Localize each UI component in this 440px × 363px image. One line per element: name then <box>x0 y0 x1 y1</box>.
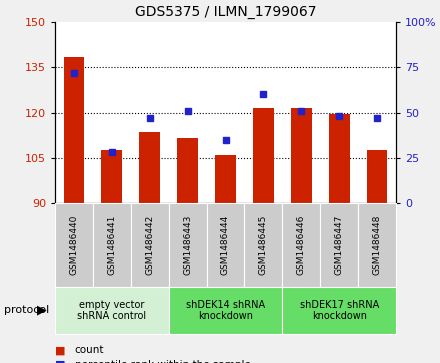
Text: count: count <box>75 345 104 355</box>
Text: shDEK14 shRNA
knockdown: shDEK14 shRNA knockdown <box>186 299 265 321</box>
Text: ■: ■ <box>55 345 66 355</box>
Bar <box>177 138 198 203</box>
Text: GSM1486447: GSM1486447 <box>335 215 344 275</box>
Text: ■: ■ <box>55 360 66 363</box>
Text: GSM1486446: GSM1486446 <box>297 215 306 275</box>
Bar <box>63 57 84 203</box>
Bar <box>329 114 350 203</box>
Bar <box>215 155 236 203</box>
Bar <box>101 150 122 203</box>
Text: GSM1486441: GSM1486441 <box>107 215 116 275</box>
Bar <box>139 132 160 203</box>
Title: GDS5375 / ILMN_1799067: GDS5375 / ILMN_1799067 <box>135 5 316 19</box>
Bar <box>253 108 274 203</box>
Text: empty vector
shRNA control: empty vector shRNA control <box>77 299 147 321</box>
Text: GSM1486444: GSM1486444 <box>221 215 230 275</box>
Text: GSM1486448: GSM1486448 <box>373 215 381 275</box>
Bar <box>367 150 388 203</box>
Text: percentile rank within the sample: percentile rank within the sample <box>75 360 251 363</box>
Text: ▶: ▶ <box>37 304 47 317</box>
Text: GSM1486440: GSM1486440 <box>70 215 78 275</box>
Text: GSM1486445: GSM1486445 <box>259 215 268 275</box>
Bar <box>291 108 312 203</box>
Text: protocol: protocol <box>4 305 50 315</box>
Text: GSM1486443: GSM1486443 <box>183 215 192 275</box>
Text: GSM1486442: GSM1486442 <box>145 215 154 275</box>
Text: shDEK17 shRNA
knockdown: shDEK17 shRNA knockdown <box>300 299 379 321</box>
